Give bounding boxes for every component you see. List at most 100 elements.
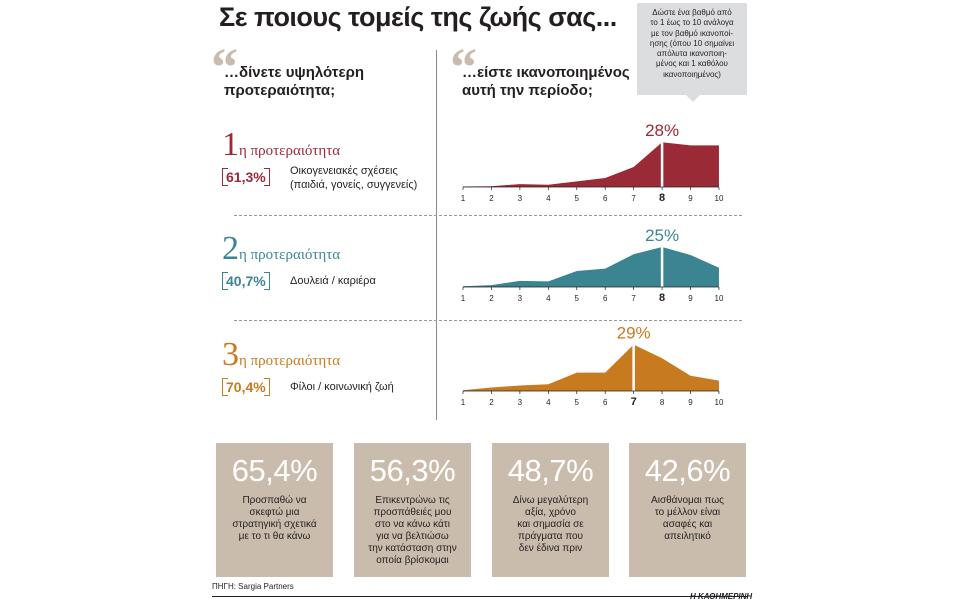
info-line: ικανοποιημένος) [663, 69, 721, 79]
x-tick-label: 6 [603, 294, 608, 303]
x-tick-label: 8 [659, 292, 665, 304]
x-tick-label: 2 [489, 398, 494, 407]
stat-line: οποία βρίσκομαι [376, 555, 449, 566]
stat-box: 56,3% Επικεντρώνω τις προσπάθειές μου στ… [354, 443, 471, 577]
stat-line: απειλητικό [664, 531, 711, 542]
x-tick-label: 9 [688, 194, 693, 203]
category-line: Φίλοι / κοινωνική ζωή [290, 381, 394, 393]
info-line: το 1 έως το 10 ανάλογα [650, 18, 734, 28]
priority-heading-3: 3η προτεραιότητα [222, 336, 340, 374]
x-tick-label: 10 [715, 398, 724, 407]
category-line: (παιδιά, γονείς, συγγενείς) [290, 179, 418, 191]
quote-icon-left: “ [211, 37, 238, 97]
x-tick-label: 8 [659, 192, 665, 204]
priority-number: 1 [222, 126, 239, 163]
right-question: …είστε ικανοποιημένος αυτή την περίοδο; [462, 64, 630, 100]
stat-value: 65,4% [231, 453, 318, 488]
area-series [463, 142, 719, 187]
stat-line: σκεφτώ μια [249, 507, 300, 518]
priority-category-1: Οικογενειακές σχέσεις (παιδιά, γονείς, σ… [290, 164, 417, 192]
stat-line: Επικεντρώνω τις [375, 495, 450, 506]
stat-line: στο να κάνω κάτι [375, 519, 450, 530]
x-tick-label: 6 [603, 194, 608, 203]
x-tick-label: 3 [518, 194, 523, 203]
priority-share-3: 70,4% [222, 378, 270, 396]
priority-share-2: 40,7% [222, 272, 270, 290]
x-tick-label: 2 [489, 294, 494, 303]
category-line: Οικογενειακές σχέσεις [290, 165, 398, 177]
x-tick-label: 9 [688, 398, 693, 407]
info-line: μένος και 1 καθόλου [656, 59, 728, 69]
x-tick-label: 8 [660, 398, 665, 407]
bottom-rule [212, 596, 747, 597]
x-tick-label: 4 [546, 194, 551, 203]
stat-line: ασαφές και [662, 519, 713, 530]
source-note: ΠΗΓΗ: Sargia Partners [212, 582, 294, 591]
quote-icon-right: “ [450, 37, 477, 97]
priority-category-2: Δουλειά / καριέρα [290, 274, 376, 288]
x-tick-label: 4 [546, 398, 551, 407]
area-series [463, 247, 719, 287]
x-tick-label: 9 [688, 294, 693, 303]
info-line: με τον βαθμό ικανοποί- [650, 28, 733, 38]
x-tick-label: 1 [461, 294, 466, 303]
stat-line: αξία, χρόνο [525, 507, 576, 518]
stat-line: Προσπαθώ να [242, 495, 307, 506]
x-tick-label: 6 [603, 398, 608, 407]
stat-text: Προσπαθώ να σκεφτώ μια στρατηγική σχετικ… [216, 495, 333, 543]
peak-data-label: 28% [645, 121, 679, 140]
stat-box: 42,6% Αισθάνομαι πως το μέλλον είναι ασα… [629, 443, 746, 577]
x-tick-label: 5 [575, 398, 580, 407]
info-line: Δώστε ένα βαθμό από [652, 8, 732, 17]
stat-line: το μέλλον είναι [654, 507, 721, 518]
x-tick-label: 1 [461, 194, 466, 203]
stat-line: δεν έδινα πριν [518, 543, 583, 554]
x-tick-label: 7 [631, 294, 636, 303]
stat-line: Αισθάνομαι πως [651, 495, 724, 506]
stat-line: στρατηγική σχετικά [232, 519, 317, 530]
right-question-line: …είστε ικανοποιημένος [462, 64, 630, 81]
x-tick-label: 3 [518, 398, 523, 407]
stat-value: 56,3% [369, 453, 456, 488]
priority-label: η προτεραιότητα [239, 247, 341, 263]
priority-number: 3 [222, 336, 239, 373]
stat-box: 65,4% Προσπαθώ να σκεφτώ μια στρατηγική … [216, 443, 333, 577]
stat-line: την κατάσταση στην [368, 543, 457, 554]
row-divider [234, 320, 742, 321]
x-tick-label: 10 [715, 194, 724, 203]
left-question: …δίνετε υψηλότερη προτεραιότητα; [224, 64, 364, 100]
priority-heading-2: 2η προτεραιότητα [222, 230, 340, 268]
peak-data-label: 29% [617, 324, 651, 343]
x-tick-label: 10 [715, 294, 724, 303]
stat-text: Αισθάνομαι πως το μέλλον είναι ασαφές κα… [629, 495, 746, 543]
priority-category-3: Φίλοι / κοινωνική ζωή [290, 380, 394, 394]
priority-number: 2 [222, 230, 239, 267]
area-series [463, 344, 719, 391]
stat-line: για να βελτιώσω [376, 531, 449, 542]
stat-line: προσπάθειές μου [373, 507, 452, 518]
stat-value: 42,6% [644, 453, 731, 488]
category-line: Δουλειά / καριέρα [290, 275, 376, 287]
x-tick-label: 2 [489, 194, 494, 203]
left-question-line: προτεραιότητα; [224, 82, 336, 99]
stat-line: με το τι θα κάνω [238, 531, 311, 542]
right-question-line: αυτή την περίοδο; [462, 82, 593, 99]
left-question-line: …δίνετε υψηλότερη [224, 64, 365, 81]
rating-info-box: Δώστε ένα βαθμό από το 1 έως το 10 ανάλο… [637, 3, 747, 102]
priority-label: η προτεραιότητα [239, 353, 341, 369]
info-line: απόλυτα ικανοποιη- [657, 49, 727, 59]
x-tick-label: 7 [631, 194, 636, 203]
stat-value: 48,7% [507, 453, 594, 488]
x-tick-label: 4 [546, 294, 551, 303]
stat-line: και σημασία σε [517, 519, 584, 530]
row-divider [234, 215, 742, 216]
stat-box: 48,7% Δίνω μεγαλύτερη αξία, χρόνο και ση… [492, 443, 609, 577]
x-tick-label: 7 [631, 396, 637, 408]
info-line: ησης (όπου 10 σημαίνει [649, 38, 735, 48]
x-tick-label: 3 [518, 294, 523, 303]
x-tick-label: 5 [575, 194, 580, 203]
x-tick-label: 5 [575, 294, 580, 303]
column-divider [436, 50, 437, 420]
stat-text: Δίνω μεγαλύτερη αξία, χρόνο και σημασία … [492, 495, 609, 555]
